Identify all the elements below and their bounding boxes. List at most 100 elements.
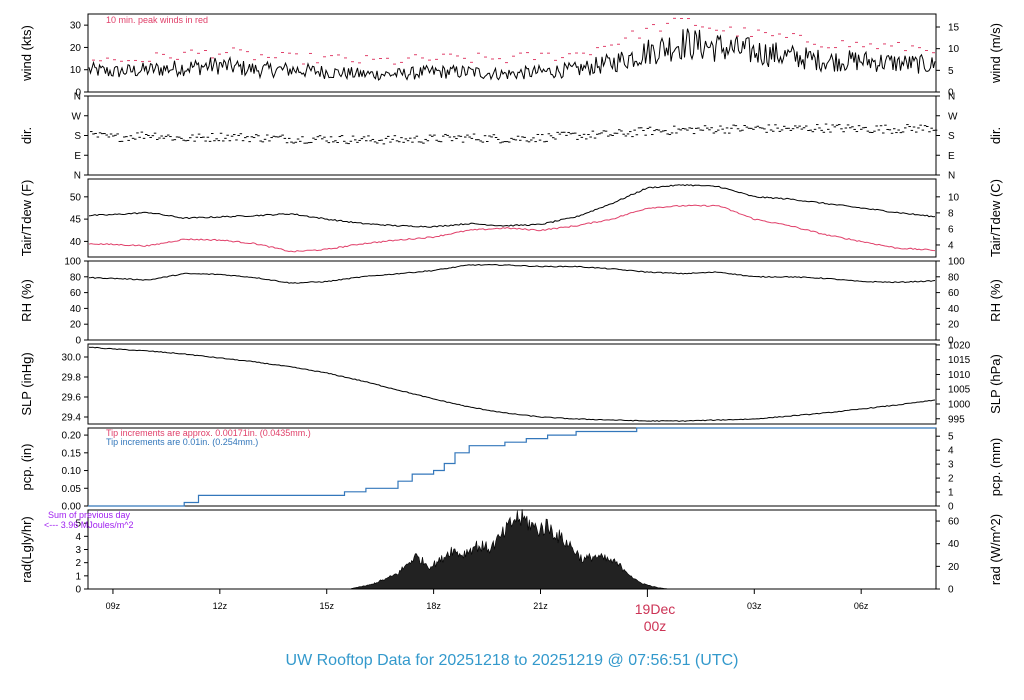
panel-rad: 0 1 2 3 4 5 0 20 40 60 rad(Lgly/hr) rad (W/m^2) Sum … xyxy=(19,509,1003,596)
series-temp-1 xyxy=(88,204,936,253)
y-tick-label: 3 xyxy=(75,545,81,556)
series-rh-0 xyxy=(88,263,936,284)
y-tick-label-right: 10 xyxy=(948,192,960,203)
y-tick-label: 50 xyxy=(70,192,82,203)
annotation: Sum of previous day xyxy=(48,510,131,520)
y-tick-label: 4 xyxy=(75,532,81,543)
annotation-red: Tip increments are approx. 0.00171in. (0… xyxy=(106,428,311,438)
y-tick-label-right: 40 xyxy=(948,539,960,550)
y-tick-label-right: 60 xyxy=(948,517,960,528)
x-tick-label: 03z xyxy=(747,601,762,611)
y-axis-label: SLP (inHg) xyxy=(19,352,34,415)
series-wind xyxy=(88,28,936,81)
y-tick-label: 30 xyxy=(70,21,82,32)
y-tick-label-right: 100 xyxy=(948,257,965,268)
y-tick-label: 60 xyxy=(70,288,82,299)
y-tick-label: 29.6 xyxy=(62,393,82,404)
y-tick-label: 0.15 xyxy=(62,448,82,459)
panel-frame xyxy=(87,13,937,93)
y-tick-label: 45 xyxy=(70,215,82,226)
y-tick-label: 1 xyxy=(75,571,81,582)
y-axis-label-right: SLP (hPa) xyxy=(988,354,1003,414)
y-tick-label-right: 0 xyxy=(948,88,954,99)
y-tick-label-right: 3 xyxy=(948,460,954,471)
y-tick-label: W xyxy=(72,111,82,122)
y-tick-label: 29.8 xyxy=(62,373,82,384)
panel-frame xyxy=(87,178,937,258)
y-tick-label: E xyxy=(74,151,81,162)
y-tick-label: 100 xyxy=(64,257,81,268)
y-tick-label: 2 xyxy=(75,558,81,569)
y-tick-label-right: W xyxy=(948,111,958,122)
y-axis-label-right: Tair/Tdew (C) xyxy=(988,179,1003,257)
y-tick-label: 40 xyxy=(70,304,82,315)
panel-pcp: 0.00 0.05 0.10 0.15 0.20 0 1 2 3 4 5 pcp. (in) pcp. … xyxy=(19,427,1003,513)
y-tick-label-right: 5 xyxy=(948,66,954,77)
y-tick-label-right: 4 xyxy=(948,446,954,457)
y-tick-label: 40 xyxy=(70,237,82,248)
y-axis-label-right: dir. xyxy=(988,127,1003,144)
y-tick-label-right: 6 xyxy=(948,224,954,235)
y-tick-label-right: 1 xyxy=(948,488,954,499)
y-tick-label: 0.05 xyxy=(62,484,82,495)
panel-frame xyxy=(87,427,937,507)
x-axis: 09z 12z 15z 18z 21z 03z 06z xyxy=(106,589,869,611)
series-slp-0 xyxy=(88,346,936,422)
panel-frame xyxy=(87,260,937,341)
annotation-2: <--- 3.96 MJoules/m^2 xyxy=(44,520,134,530)
y-tick-label: 30.0 xyxy=(62,353,82,364)
panel-frame xyxy=(87,343,937,425)
y-axis-label: Tair/Tdew (F) xyxy=(19,180,34,257)
x-tick-label: 09z xyxy=(106,601,121,611)
y-axis-label: wind (kts) xyxy=(19,25,34,82)
y-tick-label: S xyxy=(74,131,81,142)
y-tick-label: 29.4 xyxy=(62,413,82,424)
x-tick-label: 12z xyxy=(213,601,228,611)
y-tick-label: 0.10 xyxy=(62,466,82,477)
y-tick-label: 5 xyxy=(75,519,81,530)
y-tick-label-right: 10 xyxy=(948,44,960,55)
y-tick-label: 0.00 xyxy=(62,502,82,513)
y-tick-label-right: 8 xyxy=(948,208,954,219)
chart-title: UW Rooftop Data for 20251218 to 20251219… xyxy=(286,652,739,669)
y-tick-label: 10 xyxy=(70,65,82,76)
panel-wind: 0 10 20 30 0 5 10 15 wind (kts) wind (m/s) 10 min.… xyxy=(19,13,1003,99)
y-tick-label-right: S xyxy=(948,131,955,142)
annotation: 10 min. peak winds in red xyxy=(106,15,208,25)
y-tick-label: N xyxy=(74,171,81,182)
y-axis-label-right: RH (%) xyxy=(988,279,1003,322)
panel-slp: 29.4 29.6 29.8 30.0 995 1000 1005 1010 1015 1020 S… xyxy=(19,340,1003,425)
y-tick-label-right: 1020 xyxy=(948,340,971,351)
x-tick-label: 21z xyxy=(533,601,548,611)
y-tick-label-right: 0 xyxy=(948,502,954,513)
y-axis-label-right: wind (m/s) xyxy=(988,23,1003,84)
y-tick-label-right: N xyxy=(948,171,955,182)
y-tick-label: 0 xyxy=(75,336,81,347)
y-tick-label-right: 995 xyxy=(948,414,965,425)
y-tick-label-right: 15 xyxy=(948,23,960,34)
y-tick-label-right: 1010 xyxy=(948,370,971,381)
y-tick-label: 80 xyxy=(70,272,82,283)
y-tick-label-right: 4 xyxy=(948,240,954,251)
x-tick-label: 15z xyxy=(319,601,334,611)
y-tick-label-right: 1015 xyxy=(948,355,971,366)
y-axis-label-right: rad (W/m^2) xyxy=(988,514,1003,585)
panel-frame xyxy=(87,95,937,176)
series-radiation xyxy=(351,509,669,590)
date-marker-hour: 00z xyxy=(644,618,667,634)
y-tick-label: N xyxy=(74,92,81,103)
y-tick-label-right: 80 xyxy=(948,272,960,283)
y-axis-label: RH (%) xyxy=(19,279,34,322)
y-axis-label: pcp. (in) xyxy=(19,444,34,491)
y-tick-label-right: 0 xyxy=(948,585,954,596)
y-tick-label-right: 1000 xyxy=(948,400,971,411)
x-tick-label: 18z xyxy=(426,601,441,611)
annotation-blue: Tip increments are 0.01in. (0.254mm.) xyxy=(106,437,258,447)
panel-rh: 0 20 40 60 80 100 0 20 40 60 80 100 RH (%) RH (%) xyxy=(19,257,1003,347)
y-tick-label-right: N xyxy=(948,92,955,103)
y-tick-label: 20 xyxy=(70,320,82,331)
y-tick-label-right: 60 xyxy=(948,288,960,299)
series-pcp xyxy=(88,427,936,507)
